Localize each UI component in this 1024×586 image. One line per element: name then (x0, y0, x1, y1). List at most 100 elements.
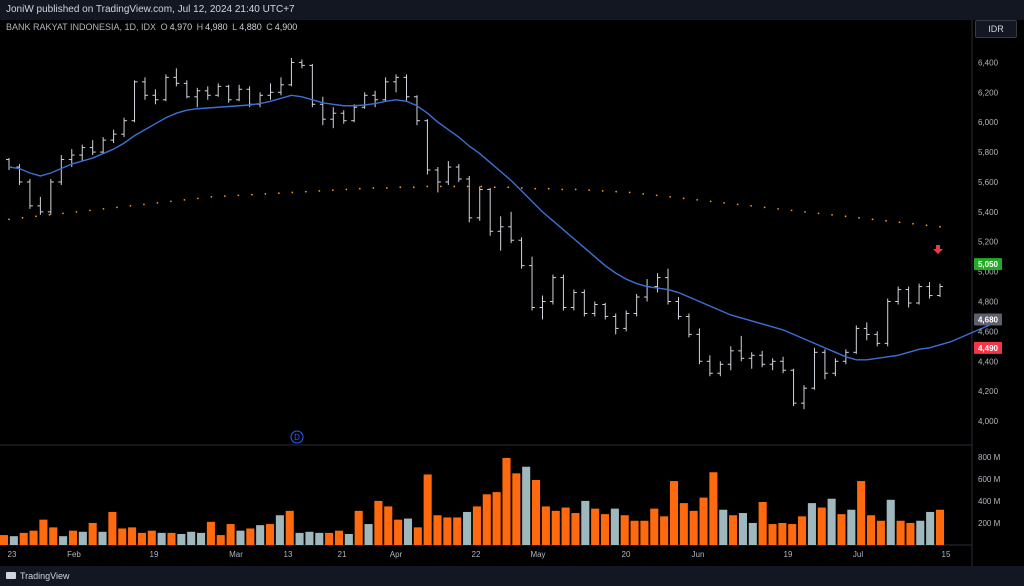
price-tick-label: 5,600 (978, 178, 999, 187)
slow-moving-average-dot (534, 187, 537, 190)
ohlc-bar (58, 155, 65, 185)
slow-moving-average-dot (170, 200, 172, 203)
ohlc-bar (529, 256, 536, 311)
ohlc-bar (937, 283, 943, 298)
time-tick-label: 19 (784, 550, 793, 559)
volume-bar (295, 532, 304, 545)
ohlc-bar (131, 80, 138, 123)
ohlc-bar (539, 295, 546, 320)
volume-bar (935, 509, 945, 545)
ohlc-bar (434, 167, 441, 193)
ohlc-bar (570, 289, 577, 311)
price-label-stop: 4,490 (974, 341, 1002, 354)
volume-bar (600, 514, 610, 545)
volume-bar (729, 515, 738, 545)
sell-arrow-icon (933, 245, 943, 254)
volume-bar (689, 510, 698, 545)
volume-bar (354, 510, 363, 545)
price-chart[interactable]: 4,000 4,200 4,400 4,600 4,800 5,000 5,200 5,400… (0, 0, 1024, 566)
ohlc-bar (696, 328, 703, 365)
slow-moving-average-dot (210, 196, 213, 198)
ohlc-bar (780, 356, 787, 374)
high-label: H (196, 22, 204, 32)
footer-bar: TradingView (0, 566, 1024, 586)
volume-tick-label: 200 M (978, 519, 1001, 528)
ohlc-bar (298, 59, 305, 69)
volume-bar (650, 508, 659, 545)
volume-bar (403, 518, 412, 545)
open-value: 4,970 (169, 22, 193, 32)
ohlc-bar (413, 95, 420, 126)
volume-bar (807, 503, 816, 545)
volume-bar (758, 502, 767, 545)
volume-bar (610, 508, 619, 545)
ohlc-bar (121, 117, 128, 138)
slow-moving-average-dot (709, 200, 712, 203)
volume-bar (325, 532, 334, 545)
slow-moving-average-dot (547, 187, 550, 190)
slow-moving-average-dot (507, 186, 510, 189)
time-tick-label: Apr (390, 550, 403, 559)
volume-bar (98, 531, 107, 545)
slow-moving-average-dot (777, 207, 779, 210)
low-label: L (232, 22, 238, 32)
slow-moving-average-dot (439, 185, 442, 188)
ohlc-bar (895, 286, 902, 305)
volume-bar (581, 500, 590, 545)
ohlc-bar (581, 289, 588, 317)
slow-moving-average-dot (790, 209, 793, 212)
volume-bar (216, 535, 225, 545)
volume-bar (236, 530, 245, 545)
svg-text:5,050: 5,050 (978, 260, 999, 269)
slow-moving-average-dot (89, 209, 91, 212)
publisher-line: JoniW published on TradingView.com, Jul … (6, 4, 295, 15)
slow-moving-average-dot (116, 206, 118, 209)
volume-bar (187, 531, 196, 545)
ohlc-bar (330, 107, 337, 129)
svg-text:4,490: 4,490 (978, 344, 999, 353)
ohlc-bar (445, 161, 452, 185)
slow-moving-average-dot (8, 218, 10, 221)
price-tick-label: 4,400 (978, 357, 999, 366)
ohlc-bar (403, 74, 410, 102)
volume-bar (177, 533, 186, 545)
volume-bar (798, 516, 807, 545)
ohlc-bar (884, 298, 891, 347)
slow-moving-average-dot (250, 193, 253, 196)
volume-bar (206, 521, 215, 545)
ohlc-bar (769, 358, 776, 371)
slow-moving-average-dot (831, 213, 833, 216)
price-tick-label: 5,400 (978, 208, 999, 217)
slow-moving-average-dot (102, 207, 105, 210)
slow-moving-average-dot (385, 187, 388, 189)
volume-bar (827, 498, 836, 545)
time-tick-label: Jul (853, 550, 863, 559)
price-tick-label: 5,200 (978, 238, 999, 247)
ohlc-bar (288, 57, 295, 87)
ohlc-bar (236, 84, 243, 102)
ohlc-bar (487, 187, 494, 236)
price-tick-label: 4,800 (978, 298, 999, 307)
volume-bar (394, 519, 403, 545)
ohlc-bar (319, 96, 326, 126)
slow-moving-average-dot (331, 189, 334, 192)
ohlc-bar (623, 310, 630, 332)
ohlc-bar (267, 83, 274, 100)
ohlc-bar (79, 144, 86, 162)
time-tick-label: Jun (692, 550, 705, 559)
ohlc-bar (152, 89, 159, 105)
volume-bar (344, 533, 353, 545)
slow-moving-average-dot (156, 201, 159, 204)
time-tick-label: May (530, 550, 545, 559)
volume-bar (512, 473, 521, 545)
dividend-marker[interactable] (290, 430, 304, 444)
currency-badge[interactable]: IDR (975, 20, 1017, 38)
slow-moving-average-dot (304, 190, 307, 193)
slow-moving-average-dot (696, 198, 699, 201)
slow-moving-average-dot (520, 187, 523, 189)
close-label: C (266, 22, 273, 32)
volume-bar (59, 536, 68, 545)
slow-moving-average-dot (858, 216, 860, 219)
ohlc-bar (393, 74, 400, 93)
slow-moving-average-dot (264, 193, 267, 195)
